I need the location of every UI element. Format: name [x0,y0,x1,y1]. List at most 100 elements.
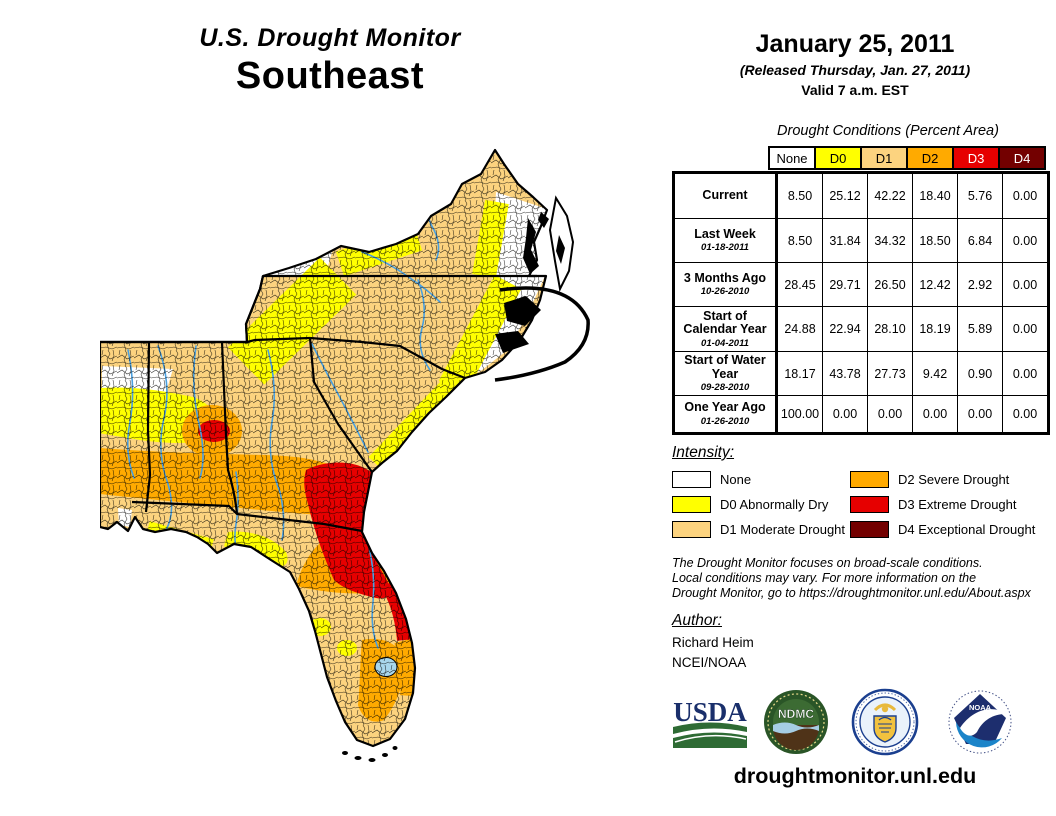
legend-label: None [720,472,752,487]
doc-ship [878,716,892,721]
row-label: 3 Months Ago 10-26-2010 [673,262,778,307]
value-cell: 0.00 [822,395,868,434]
value-cell: 28.45 [776,262,823,307]
column-header-d0: D0 [814,146,862,170]
noaa-wordmark: NOAA [969,703,992,712]
usda-swoosh [674,734,747,743]
author-title: Author: [672,612,722,629]
value-cell: 2.92 [957,262,1003,307]
website-url: droughtmonitor.unl.edu [733,764,977,788]
value-cell: 0.00 [1002,351,1049,396]
drought-table-body: Current 8.50 25.12 42.22 18.40 5.76 0.00 Last W… [673,172,1049,434]
usda-field-stripe [673,722,747,734]
value-cell: 0.00 [957,395,1003,434]
ndmc-river [773,722,819,734]
column-header-d2: D2 [906,146,954,170]
value-cell: 0.00 [912,395,958,434]
disclaimer-line: The Drought Monitor focuses on broad-sca… [672,556,983,570]
release-date: (Released Thursday, Jan. 27, 2011) [739,62,971,78]
region-title: Southeast [235,55,425,97]
value-cell: 12.42 [912,262,958,307]
value-cell: 9.42 [912,351,958,396]
value-cell: 25.12 [822,172,868,219]
legend-item: D3 Extreme Drought [850,496,1056,513]
value-cell: 0.00 [1002,262,1049,307]
usda-logo: USDA [673,698,747,748]
legend-col-1: None D0 Abnormally Dry D1 Moderate Drought [672,471,846,546]
value-cell: 26.50 [867,262,913,307]
author-name: Richard Heim [672,635,754,650]
legend-swatch-d2 [850,471,889,488]
value-cell: 0.00 [867,395,913,434]
valid-time: Valid 7 a.m. EST [801,82,909,98]
value-cell: 8.50 [776,172,823,219]
legend-label: D1 Moderate Drought [720,522,846,537]
value-cell: 22.94 [822,306,868,352]
legend-swatch-d1 [672,521,711,538]
value-cell: 18.19 [912,306,958,352]
map-date: January 25, 2011 [755,30,955,58]
legend-item: D2 Severe Drought [850,471,1056,488]
value-cell: 5.76 [957,172,1003,219]
value-cell: 28.10 [867,306,913,352]
info-panel: January 25, 2011 (Released Thursday, Jan… [660,0,1056,816]
usda-wordmark: USDA [673,698,747,727]
agency-logos: USDA NDMC [670,688,1030,760]
legend-item: D1 Moderate Drought [672,521,846,538]
column-header-d3: D3 [952,146,1000,170]
disclaimer-line: Local conditions may vary. For more info… [672,571,977,585]
title-block: U.S. Drought Monitor Southeast [128,24,532,98]
value-cell: 42.22 [867,172,913,219]
value-cell: 0.00 [1002,395,1049,434]
table-header-row: None D0 D1 D2 D3 D4 [768,146,1046,170]
row-label: Start of Calendar Year 01-04-2011 [673,306,778,352]
value-cell: 18.50 [912,218,958,263]
legend-item: None [672,471,844,488]
row-label: Current [673,172,778,219]
doc-seal-logo [851,688,919,756]
table-row: Start of Water Year 09-28-2010 18.17 43.78 2… [673,351,1049,396]
table-row: 3 Months Ago 10-26-2010 28.45 29.71 26.50 12.… [673,262,1049,307]
legend-label: D0 Abnormally Dry [720,497,829,512]
column-header-d1: D1 [860,146,908,170]
value-cell: 24.88 [776,306,823,352]
value-cell: 18.40 [912,172,958,219]
legend-swatch-d0 [672,496,711,513]
value-cell: 8.50 [776,218,823,263]
row-label: One Year Ago 01-26-2010 [673,395,778,434]
noaa-seagull [960,709,1006,736]
row-label: Start of Water Year 09-28-2010 [673,351,778,396]
noaa-ring-text [948,690,1012,754]
column-header-none: None [768,146,816,170]
row-label: Last Week 01-18-2011 [673,218,778,263]
florida-keys [342,746,398,762]
coastal-water-features [342,195,590,762]
author-block: Author: Richard Heim NCEI/NOAA [672,612,754,670]
doc-eagle-wings [873,703,897,712]
ndmc-ring-text [767,693,825,751]
value-cell: 6.84 [957,218,1003,263]
doc-ring-text [855,692,915,752]
page-title: U.S. Drought Monitor [199,24,461,52]
noaa-logo: NOAA [948,690,1012,754]
legend-label: D4 Exceptional Drought [898,522,1036,537]
noaa-sea [956,722,1002,748]
disclaimer-line: Drought Monitor, go to https://droughtmo… [672,586,1031,600]
value-cell: 0.00 [1002,306,1049,352]
value-cell: 18.17 [776,351,823,396]
chesapeake-pamlico-water [495,212,565,353]
value-cell: 43.78 [822,351,868,396]
intensity-legend: Intensity: None D0 Abnormally Dry D1 Moder… [672,444,1056,538]
author-org: NCEI/NOAA [672,655,747,670]
value-cell: 0.00 [1002,218,1049,263]
value-cell: 31.84 [822,218,868,263]
value-cell: 100.00 [776,395,823,434]
drought-conditions-table: Current 8.50 25.12 42.22 18.40 5.76 0.00 Last W… [672,171,1050,435]
county-lines-texture [100,150,547,746]
value-cell: 0.00 [1002,172,1049,219]
outer-banks [494,286,590,382]
value-cell: 5.89 [957,306,1003,352]
table-row: Last Week 01-18-2011 8.50 31.84 34.32 18.50 6.… [673,218,1049,263]
legend-item: D0 Abnormally Dry [672,496,844,513]
